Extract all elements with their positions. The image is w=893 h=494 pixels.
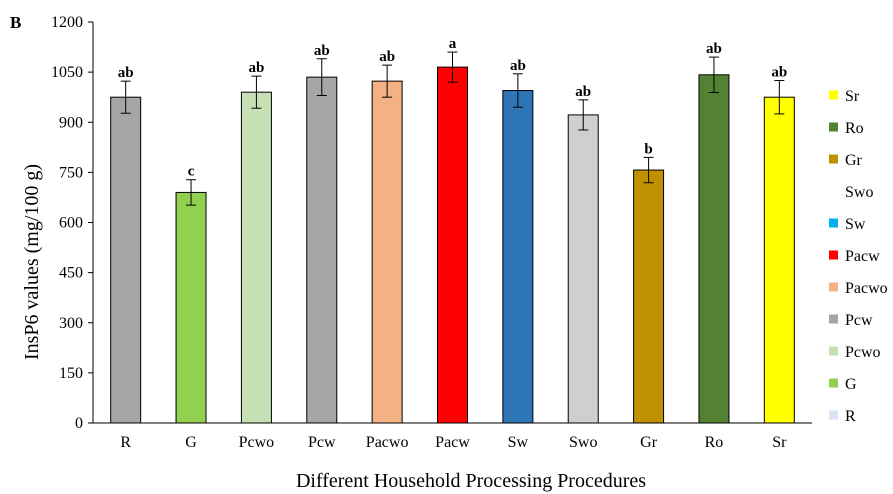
y-tick-label: 300 (59, 315, 83, 332)
bars-group: ab c ab ab ab a ab ab b ab ab (110, 36, 795, 424)
legend-swatch (829, 250, 838, 260)
bar (502, 90, 534, 424)
legend-label: Gr (845, 152, 863, 169)
significance-label: ab (575, 84, 591, 100)
x-tick-label: Sr (772, 434, 787, 451)
y-tick-label: 0 (75, 415, 83, 432)
legend-label: R (845, 408, 856, 425)
y-tick-label: 900 (59, 114, 83, 131)
x-tick-label: Pcw (308, 434, 336, 451)
x-tick-label: Swo (569, 434, 597, 451)
y-tick-label: 150 (59, 365, 83, 382)
x-tick-label: G (185, 434, 197, 451)
bar (175, 191, 207, 424)
bar (240, 91, 272, 424)
bar (698, 74, 730, 424)
x-tick-label: Sw (508, 434, 529, 451)
legend-swatch (829, 314, 838, 324)
y-tick-label: 750 (59, 164, 83, 181)
legend-label: Pacw (845, 248, 880, 265)
bar (306, 76, 338, 424)
y-tick-label: 1050 (51, 64, 83, 81)
x-tick-label: Pacwo (366, 434, 409, 451)
legend: Sr Ro Gr Swo Sw Pacw Pacwo Pcw Pcwo GR (829, 88, 888, 425)
y-axis: 0 150 300 450 600 750 900 1050 1200 (51, 14, 93, 432)
significance-label: ab (118, 65, 134, 81)
x-tick-label: R (120, 434, 131, 451)
legend-label: Pcw (845, 312, 873, 329)
significance-label: ab (706, 41, 722, 57)
significance-label: c (188, 164, 195, 180)
x-axis: R G Pcwo Pcw Pacwo Pacw Sw Swo Gr Ro Sr (120, 434, 787, 451)
legend-swatch (829, 410, 838, 420)
x-tick-label: Pacw (435, 434, 470, 451)
x-axis-title: Different Household Processing Procedure… (296, 470, 646, 492)
legend-label: Pacwo (845, 280, 888, 297)
legend-label: G (845, 376, 857, 393)
significance-label: a (449, 36, 457, 52)
x-tick-label: Ro (705, 434, 724, 451)
panel-label: B (10, 13, 21, 32)
y-tick-label: 600 (59, 215, 83, 232)
legend-label: Pcwo (845, 344, 881, 361)
significance-label: b (644, 141, 652, 157)
legend-label: Sw (845, 216, 866, 233)
y-tick-label: 450 (59, 265, 83, 282)
legend-swatch (829, 218, 838, 228)
legend-label: Swo (845, 184, 873, 201)
significance-label: ab (248, 60, 264, 76)
y-tick-label: 1200 (51, 14, 83, 31)
significance-label: ab (314, 43, 330, 59)
bar (437, 66, 468, 424)
legend-swatch (829, 378, 838, 388)
legend-swatch (829, 154, 838, 164)
bar (763, 96, 795, 424)
legend-swatch (829, 282, 838, 292)
legend-swatch (829, 122, 838, 132)
bar (567, 114, 599, 424)
bar (371, 80, 403, 424)
significance-label: ab (510, 58, 526, 74)
legend-label: Sr (845, 88, 860, 105)
bar (633, 169, 665, 424)
x-tick-label: Gr (640, 434, 658, 451)
bar (110, 96, 142, 424)
legend-label: Ro (845, 120, 864, 137)
y-axis-title: InsP6 values (mg/100 g) (21, 164, 43, 360)
legend-swatch (829, 346, 838, 356)
x-tick-label: Pcwo (239, 434, 275, 451)
significance-label: ab (771, 64, 787, 80)
legend-swatch (829, 90, 838, 100)
significance-label: ab (379, 49, 395, 65)
